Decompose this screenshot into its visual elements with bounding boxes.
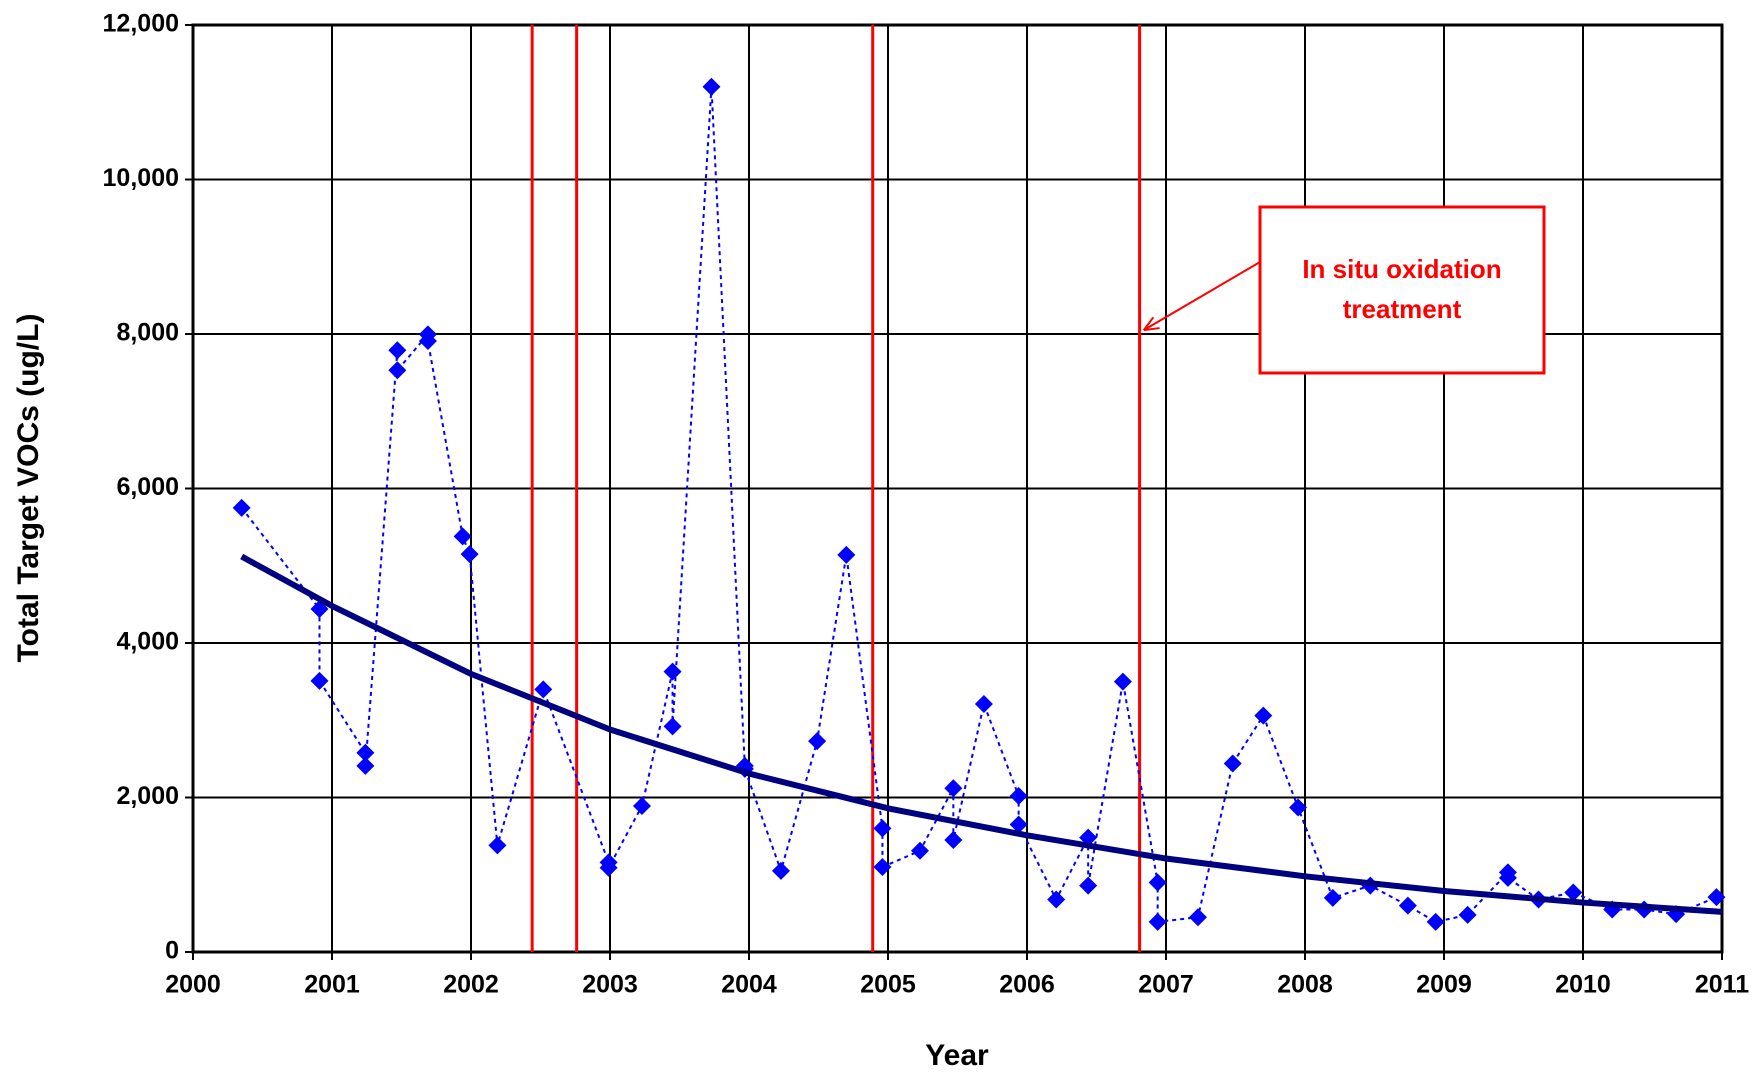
y-tick-label: 10,000	[103, 164, 179, 192]
data-point	[1113, 672, 1132, 691]
data-point	[974, 695, 993, 714]
data-point	[1398, 896, 1417, 915]
x-tick-label: 2002	[443, 971, 499, 999]
data-point	[388, 341, 407, 360]
data-point	[873, 858, 892, 877]
x-tick-label: 2009	[1416, 971, 1472, 999]
data-point	[808, 732, 827, 751]
x-tick-label: 2007	[1138, 971, 1194, 999]
data-point	[388, 361, 407, 380]
x-tick-label: 2011	[1695, 971, 1749, 999]
data-point	[1707, 888, 1726, 907]
data-point	[1426, 912, 1445, 931]
data-point	[1564, 883, 1583, 902]
data-point	[632, 796, 651, 815]
data-point	[599, 858, 618, 877]
x-tick-label: 2003	[582, 971, 638, 999]
y-tick-label: 2,000	[116, 782, 179, 810]
data-point	[663, 662, 682, 681]
x-tick-label: 2001	[304, 971, 360, 999]
y-tick-label: 0	[165, 937, 179, 965]
annotation-text: In situ oxidation	[1302, 254, 1501, 284]
data-point	[1458, 905, 1477, 924]
data-point	[663, 717, 682, 736]
data-point	[310, 671, 329, 690]
plot-frame	[191, 23, 1724, 954]
x-tick-label: 2000	[165, 971, 221, 999]
data-point	[1047, 890, 1066, 909]
data-point	[873, 819, 892, 838]
data-point	[232, 498, 251, 517]
data-point	[1148, 873, 1167, 892]
y-axis-title: Total Target VOCs (ug/L)	[12, 314, 45, 663]
data-point	[1079, 876, 1098, 895]
data-point	[771, 861, 790, 880]
annotation-text: treatment	[1343, 294, 1462, 324]
x-tick-label: 2005	[860, 971, 916, 999]
data-point	[1498, 868, 1517, 887]
data-point	[1323, 888, 1342, 907]
data-point	[488, 836, 507, 855]
annotation-arrowhead	[1142, 316, 1160, 332]
y-tick-label: 8,000	[116, 319, 179, 347]
data-point	[1009, 786, 1028, 805]
y-tick-label: 6,000	[116, 473, 179, 501]
y-tick-label: 4,000	[116, 628, 179, 656]
data-point	[1148, 912, 1167, 931]
data-point	[460, 545, 479, 564]
data-point	[1254, 706, 1273, 725]
x-tick-label: 2004	[721, 971, 777, 999]
annotation-box	[1258, 205, 1546, 375]
data-point	[944, 830, 963, 849]
data-point	[702, 77, 721, 96]
x-tick-label: 2006	[999, 971, 1055, 999]
data-point	[356, 743, 375, 762]
trend-line	[240, 553, 1723, 915]
data-point	[1289, 798, 1308, 817]
data-point	[356, 756, 375, 775]
data-point	[418, 331, 437, 350]
x-axis-title: Year	[925, 1039, 989, 1072]
data-point	[837, 545, 856, 564]
x-tick-label: 2010	[1555, 971, 1611, 999]
x-tick-label: 2008	[1277, 971, 1333, 999]
data-point	[1188, 908, 1207, 927]
data-point	[453, 527, 472, 546]
annotation-arrow	[1143, 261, 1261, 332]
data-point	[1223, 754, 1242, 773]
data-point	[534, 680, 553, 699]
data-point	[1009, 815, 1028, 834]
data-point	[910, 841, 929, 860]
y-tick-label: 12,000	[103, 10, 179, 38]
data-point	[944, 779, 963, 798]
